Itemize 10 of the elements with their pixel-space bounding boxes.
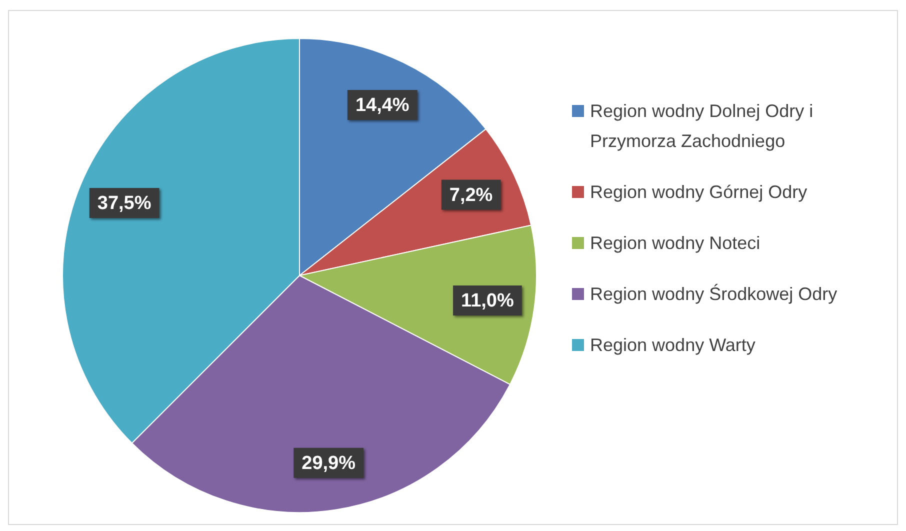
data-label: 14,4% <box>355 95 410 116</box>
legend-label: Region wodny Dolnej Odry i Przymorza Zachodniego <box>590 100 814 153</box>
legend-label: Region wodny Noteci <box>590 232 760 255</box>
legend-label: Region wodny Warty <box>590 334 756 357</box>
legend-label: Region wodny Środkowej Odry <box>590 282 838 306</box>
data-label: 11,0% <box>461 290 514 312</box>
data-label: 37,5% <box>97 193 152 214</box>
data-label: 29,9% <box>302 453 356 474</box>
legend-label: Region wodny Górnej Odry <box>590 181 808 204</box>
data-label: 7,2% <box>449 185 493 206</box>
